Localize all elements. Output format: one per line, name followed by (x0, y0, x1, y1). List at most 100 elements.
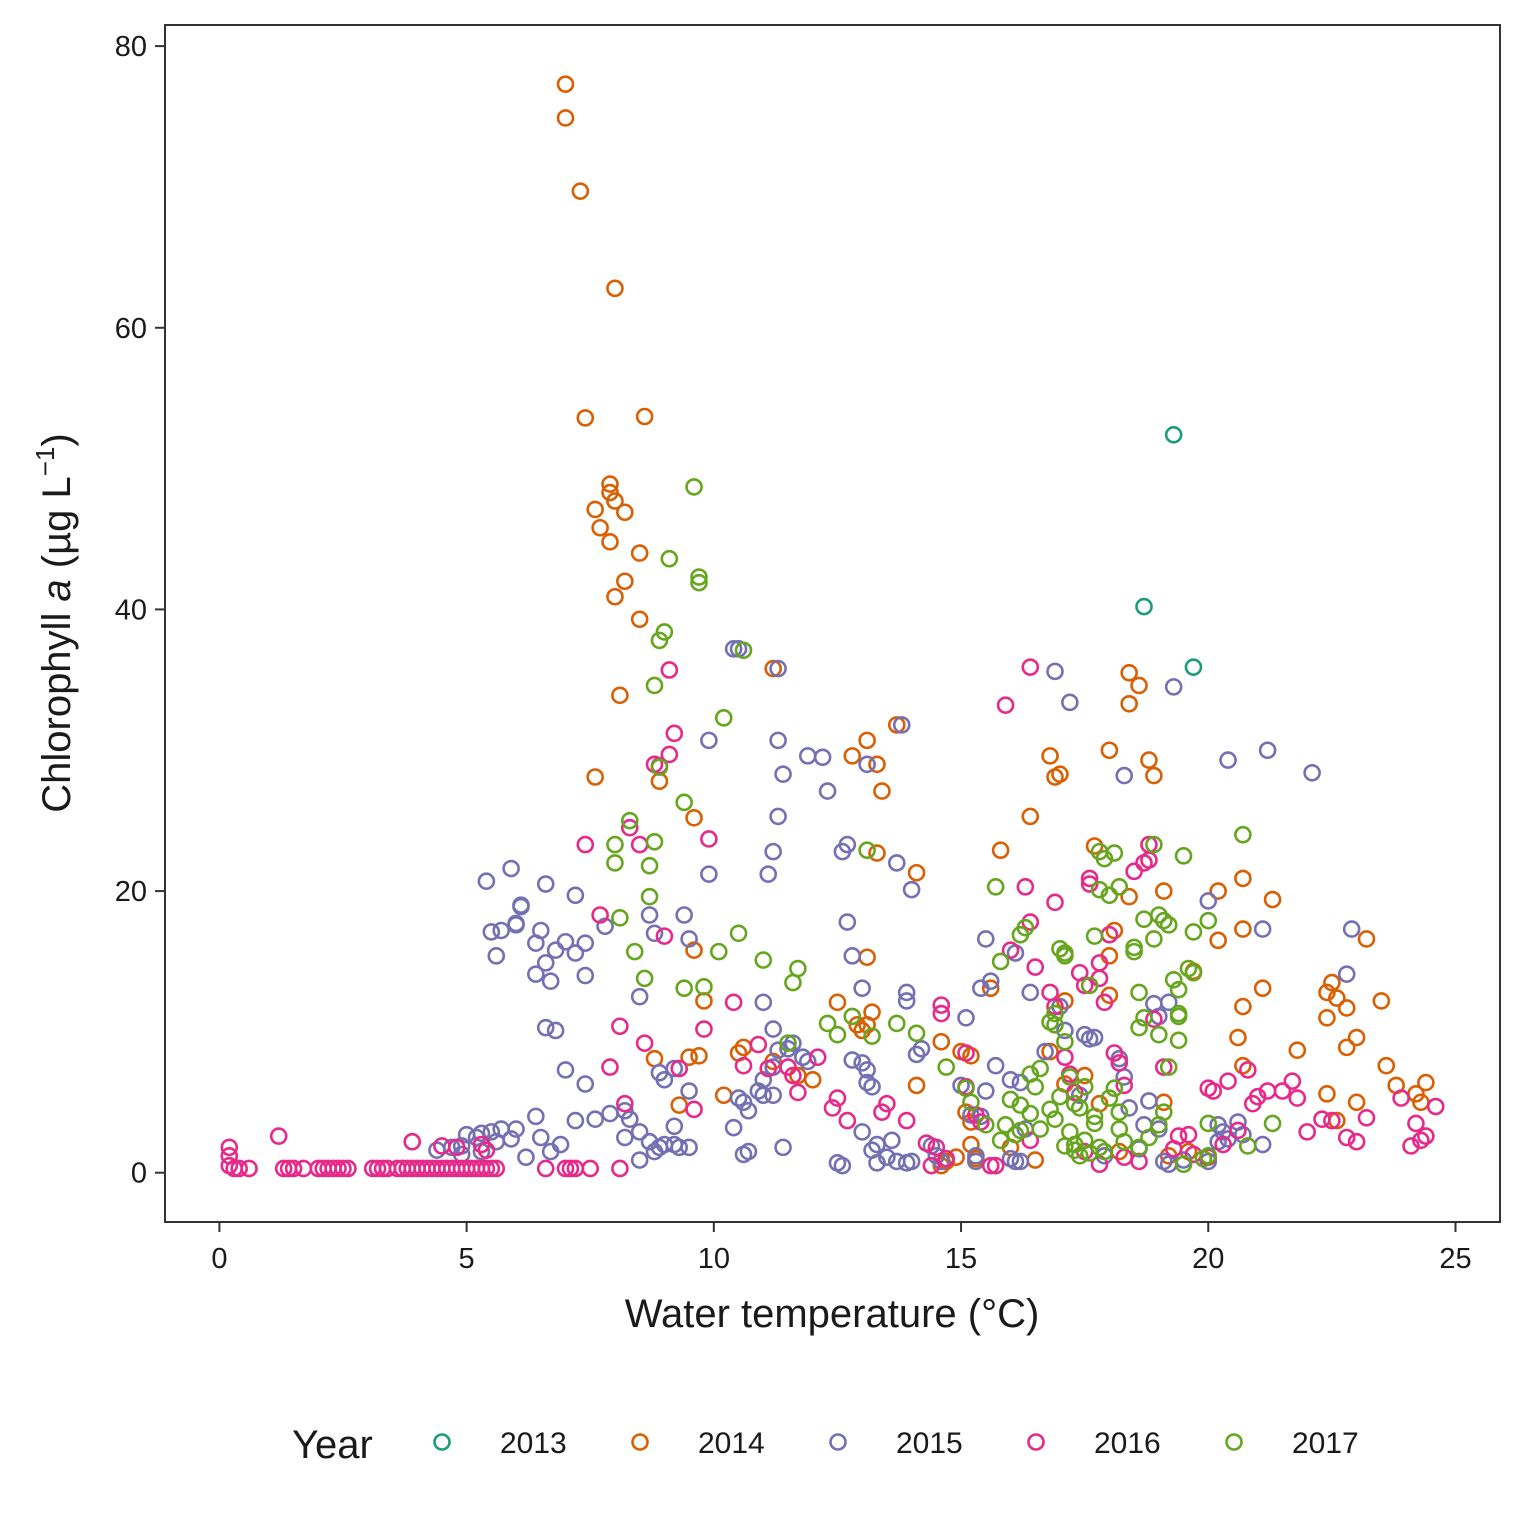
data-point-2015 (907, 1045, 926, 1064)
data-point-2014 (556, 109, 575, 127)
data-point-2015 (428, 1141, 446, 1159)
data-point-2017 (1140, 1128, 1158, 1147)
data-point-2016 (274, 1159, 293, 1178)
data-point-2017 (1090, 1138, 1109, 1157)
data-point-2015 (976, 930, 995, 948)
data-point-2017 (690, 573, 708, 592)
y-tick-label: 80 (115, 31, 147, 63)
data-point-2016 (1026, 958, 1045, 976)
data-point-2016 (482, 1159, 501, 1178)
y-tick-label: 60 (115, 313, 147, 345)
data-point-2014 (1105, 921, 1124, 940)
data-point-2014 (887, 716, 906, 734)
data-point-2016 (695, 1020, 713, 1038)
data-point-2017 (655, 623, 674, 641)
data-point-2015 (1075, 1025, 1094, 1044)
data-point-2017 (828, 1025, 847, 1044)
data-point-2014 (1234, 869, 1252, 888)
series-2014 (556, 75, 1435, 1175)
data-point-2015 (645, 924, 664, 943)
data-point-2015 (764, 1020, 782, 1038)
x-tick-label: 10 (698, 1243, 730, 1275)
data-point-2016 (284, 1159, 303, 1178)
data-point-2014 (907, 1076, 926, 1095)
data-point-2015 (858, 755, 876, 774)
x-tick-label: 20 (1192, 1243, 1224, 1275)
data-point-2016 (403, 1132, 422, 1151)
data-point-2017 (650, 631, 669, 650)
data-point-2017 (1199, 911, 1218, 930)
data-point-2014 (1120, 694, 1138, 713)
data-point-2016 (724, 993, 743, 1012)
x-axis-title: Water temperature (°C) (625, 1292, 1040, 1336)
data-point-2017 (1179, 959, 1198, 978)
data-point-2015 (700, 865, 718, 883)
data-point-2014 (803, 1070, 822, 1089)
data-point-2014 (1130, 676, 1148, 695)
data-point-2016 (789, 1083, 807, 1102)
data-point-2017 (650, 758, 669, 776)
y-axis-title: Chlorophyll a (µg L−1) (30, 433, 79, 813)
data-point-2015 (680, 1082, 698, 1100)
data-point-2015 (1258, 741, 1277, 760)
data-point-2016 (329, 1159, 347, 1178)
data-point-2016 (937, 1149, 956, 1168)
data-point-2017 (660, 549, 679, 568)
data-point-2015 (1159, 993, 1178, 1012)
data-point-2015 (1056, 1021, 1074, 1040)
data-point-2016 (561, 1159, 580, 1178)
data-point-2016 (368, 1159, 387, 1178)
data-point-2016 (1169, 1127, 1188, 1145)
data-point-2016 (932, 996, 951, 1014)
data-point-2014 (828, 993, 847, 1012)
data-point-2017 (635, 969, 654, 988)
data-point-2014 (1041, 1042, 1059, 1061)
data-point-2015 (764, 1086, 782, 1105)
data-point-2015 (616, 1128, 634, 1147)
data-point-2015 (1219, 751, 1237, 769)
x-tick-label: 0 (211, 1243, 227, 1275)
data-point-2017 (1174, 847, 1193, 865)
data-point-2015 (853, 1123, 871, 1141)
data-point-2015 (838, 835, 857, 854)
data-point-2016 (1357, 1108, 1376, 1127)
data-point-2017 (606, 835, 624, 854)
data-point-2015 (482, 1123, 501, 1141)
data-point-2017 (645, 832, 664, 851)
data-point-2015 (981, 972, 1000, 990)
data-point-2017 (937, 1058, 956, 1076)
data-point-2015 (1164, 678, 1183, 696)
data-point-2017 (991, 1131, 1010, 1150)
data-point-2017 (1174, 1155, 1193, 1174)
data-point-2016 (655, 927, 674, 945)
data-point-2016 (620, 818, 639, 837)
legend-key-icon (631, 1433, 649, 1451)
data-point-2014 (1085, 837, 1104, 855)
data-point-2017 (1006, 1125, 1025, 1144)
data-point-2015 (863, 1078, 881, 1096)
data-point-2017 (640, 856, 659, 875)
data-point-2015 (477, 872, 496, 891)
data-point-2015 (868, 1154, 886, 1172)
data-point-2016 (986, 1156, 1005, 1175)
data-point-2017 (1130, 1138, 1148, 1157)
data-point-2014 (616, 572, 634, 591)
data-point-2014 (764, 659, 782, 678)
data-point-2016 (536, 1159, 555, 1178)
data-point-2016 (1016, 878, 1035, 896)
data-point-2014 (1234, 997, 1252, 1016)
data-point-2016 (665, 724, 684, 743)
data-point-2014 (606, 279, 624, 298)
data-point-2015 (640, 906, 659, 924)
data-point-2016 (1239, 1061, 1257, 1079)
data-point-2017 (1125, 942, 1143, 961)
data-point-2015 (897, 983, 916, 1002)
data-point-2017 (695, 978, 713, 996)
data-point-2017 (620, 811, 639, 830)
data-point-2014 (1318, 983, 1336, 1002)
data-point-2017 (996, 1116, 1015, 1134)
data-point-2016 (922, 1156, 941, 1175)
data-point-2013 (1184, 658, 1203, 676)
data-point-2015 (1046, 662, 1064, 681)
data-point-2016 (1080, 869, 1099, 888)
